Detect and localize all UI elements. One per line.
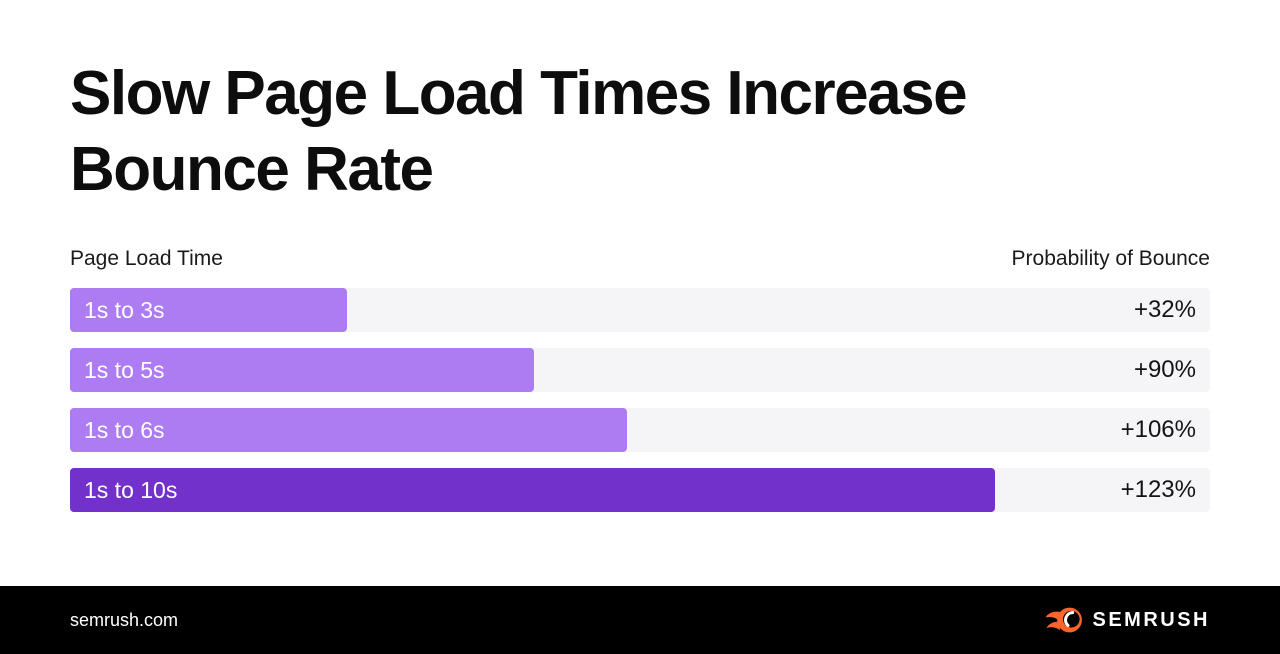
bar-label: 1s to 10s bbox=[84, 476, 178, 503]
bar-fill: 1s to 5s bbox=[70, 348, 534, 392]
bar-fill: 1s to 6s bbox=[70, 408, 628, 452]
column-headers: Page Load Time Probability of Bounce bbox=[70, 246, 1210, 272]
semrush-flame-icon bbox=[1045, 607, 1083, 633]
footer-url: semrush.com bbox=[70, 609, 179, 630]
bar-row: 1s to 3s +32% bbox=[70, 288, 1210, 332]
bar-fill: 1s to 3s bbox=[70, 288, 348, 332]
page-title: Slow Page Load Times Increase Bounce Rat… bbox=[70, 56, 1210, 208]
value-axis-label: Probability of Bounce bbox=[1011, 247, 1210, 270]
page-title-line2: Bounce Rate bbox=[70, 135, 434, 204]
bar-value: +123% bbox=[1120, 476, 1196, 503]
chart-area: Slow Page Load Times Increase Bounce Rat… bbox=[70, 0, 1210, 528]
bar-fill: 1s to 10s bbox=[70, 468, 995, 512]
footer: semrush.com SEMRUSH bbox=[0, 586, 1280, 654]
bar-value: +90% bbox=[1133, 356, 1196, 383]
bar-value: +106% bbox=[1120, 416, 1196, 443]
category-axis-label: Page Load Time bbox=[70, 247, 223, 270]
bar-label: 1s to 5s bbox=[84, 356, 165, 383]
bar-row: 1s to 10s +123% bbox=[70, 468, 1210, 512]
bar-label: 1s to 3s bbox=[84, 296, 165, 323]
page-title-line1: Slow Page Load Times Increase bbox=[70, 59, 968, 128]
bar-row: 1s to 6s +106% bbox=[70, 408, 1210, 452]
semrush-logo: SEMRUSH bbox=[1045, 606, 1210, 634]
bar-row: 1s to 5s +90% bbox=[70, 348, 1210, 392]
bar-label: 1s to 6s bbox=[84, 416, 165, 443]
semrush-wordmark: SEMRUSH bbox=[1092, 608, 1210, 631]
bar-rows: 1s to 3s +32% 1s to 5s +90% 1s to 6s +106% 1s … bbox=[70, 288, 1210, 512]
bar-value: +32% bbox=[1133, 296, 1196, 323]
